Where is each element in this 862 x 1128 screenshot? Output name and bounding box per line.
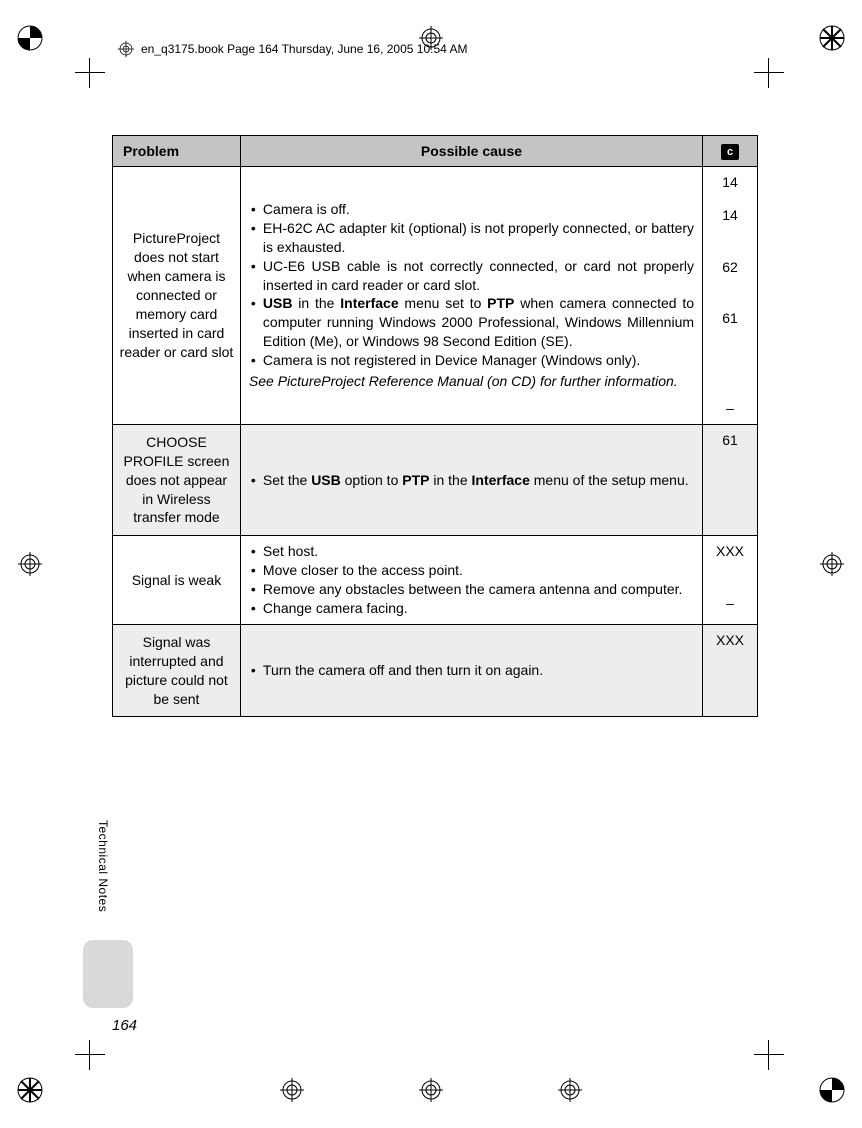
cell-ref: 61 (703, 424, 758, 535)
cause-item: Camera is off. (249, 200, 694, 219)
cell-cause: Camera is off.EH-62C AC adapter kit (opt… (240, 167, 702, 425)
ref-value (707, 380, 753, 399)
color-bar-icon (818, 24, 846, 52)
ref-value: – (707, 594, 753, 613)
ref-value: 61 (707, 431, 753, 450)
header-text: en_q3175.book Page 164 Thursday, June 16… (141, 42, 467, 56)
table-header-row: Problem Possible cause c (113, 136, 758, 167)
page-number: 164 (112, 1017, 137, 1034)
cause-item: EH-62C AC adapter kit (optional) is not … (249, 219, 694, 257)
cell-ref: XXX (703, 624, 758, 717)
ref-value (707, 575, 753, 594)
crop-mark-bl (75, 1040, 105, 1070)
col-header-ref: c (703, 136, 758, 167)
reg-mark-small-icon (117, 40, 135, 58)
crop-mark-tr (754, 58, 784, 88)
content-area: Problem Possible cause c PictureProject … (112, 135, 758, 717)
side-tab (83, 940, 133, 1008)
cell-cause: Set the USB option to PTP in the Interfa… (240, 424, 702, 535)
cell-cause: Set host.Move closer to the access point… (240, 536, 702, 625)
cell-problem: PictureProject does not start when camer… (113, 167, 241, 425)
cell-problem: CHOOSE PROFILE screen does not appear in… (113, 424, 241, 535)
ref-value (707, 239, 753, 258)
color-bar-icon (16, 24, 44, 52)
cause-item: UC-E6 USB cable is not correctly connect… (249, 257, 694, 295)
reg-mark-icon (419, 1078, 443, 1102)
ref-value: 14 (707, 173, 753, 192)
cause-item: Camera is not registered in Device Manag… (249, 351, 694, 370)
color-bar-icon (16, 1076, 44, 1104)
cause-item: Remove any obstacles between the camera … (249, 580, 694, 599)
ref-value: – (707, 399, 753, 418)
col-header-cause: Possible cause (240, 136, 702, 167)
cause-item: Set host. (249, 542, 694, 561)
reg-mark-icon (280, 1078, 304, 1102)
cell-problem: Signal was interrupted and picture could… (113, 624, 241, 717)
crop-mark-br (754, 1040, 784, 1070)
cell-cause: Turn the camera off and then turn it on … (240, 624, 702, 717)
table-row: Signal is weakSet host.Move closer to th… (113, 536, 758, 625)
ref-value (707, 291, 753, 310)
troubleshooting-table: Problem Possible cause c PictureProject … (112, 135, 758, 717)
cause-note: See PictureProject Reference Manual (on … (249, 372, 694, 391)
reg-mark-icon (18, 552, 42, 576)
cause-item: Change camera facing. (249, 599, 694, 618)
ref-value: 61 (707, 309, 753, 328)
table-row: Signal was interrupted and picture could… (113, 624, 758, 717)
table-row: PictureProject does not start when camer… (113, 167, 758, 425)
cause-item: Set the USB option to PTP in the Interfa… (249, 471, 694, 490)
color-bar-icon (818, 1076, 846, 1104)
cause-item: USB in the Interface menu set to PTP whe… (249, 294, 694, 351)
ref-value: XXX (707, 631, 753, 650)
reg-mark-icon (558, 1078, 582, 1102)
cell-ref: 14 14 62 61 – (703, 167, 758, 425)
ref-value: 62 (707, 258, 753, 277)
cell-ref: XXX – (703, 536, 758, 625)
cause-item: Turn the camera off and then turn it on … (249, 661, 694, 680)
crop-mark-tl (75, 58, 105, 88)
ref-value: 14 (707, 206, 753, 225)
cause-item: Move closer to the access point. (249, 561, 694, 580)
reg-mark-icon (820, 552, 844, 576)
ref-value (707, 342, 753, 361)
col-header-problem: Problem (113, 136, 241, 167)
table-row: CHOOSE PROFILE screen does not appear in… (113, 424, 758, 535)
header-line: en_q3175.book Page 164 Thursday, June 16… (117, 40, 467, 58)
ref-value (707, 361, 753, 380)
section-label: Technical Notes (96, 820, 110, 912)
cell-problem: Signal is weak (113, 536, 241, 625)
reference-icon: c (721, 144, 739, 160)
ref-value: XXX (707, 542, 753, 561)
